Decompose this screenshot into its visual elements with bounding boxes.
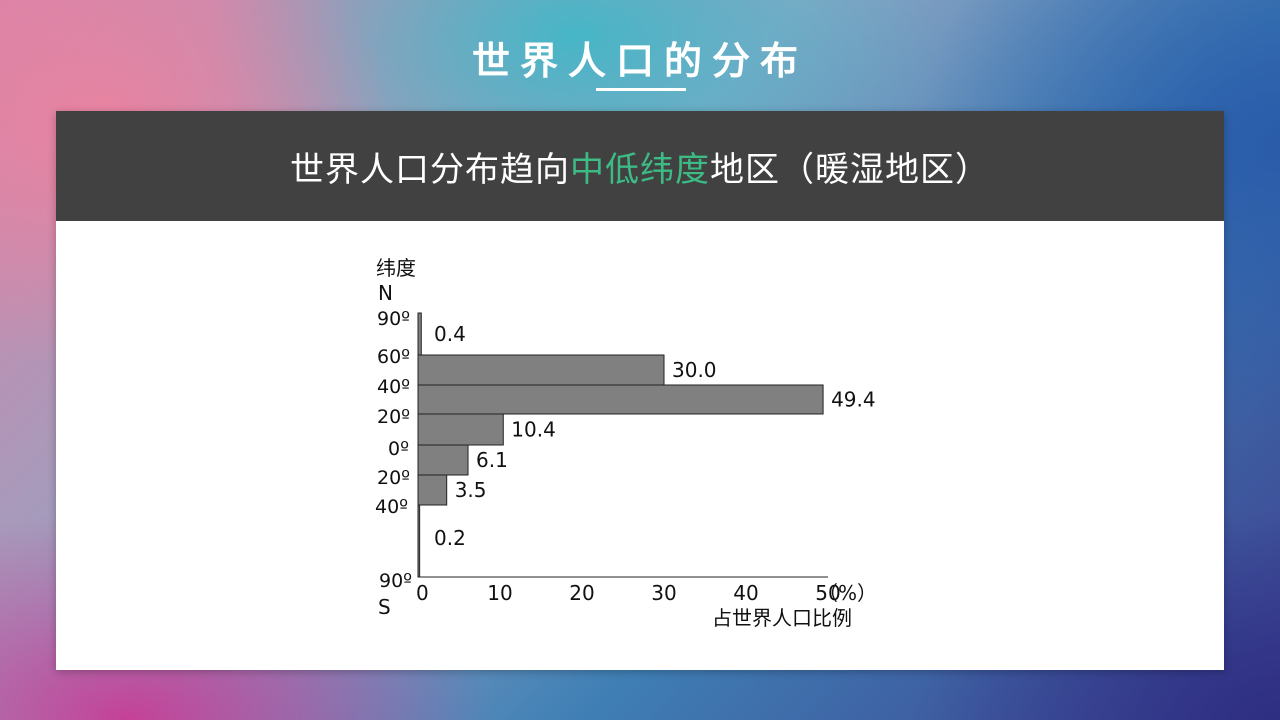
bar-value-label-0: 0.4 <box>434 322 466 346</box>
title-underline <box>596 88 686 91</box>
x-axis-label: 占世界人口比例 <box>712 606 852 630</box>
y-tick-label-3: 20º <box>377 406 410 428</box>
x-tick-label-0: 0 <box>416 581 429 605</box>
y-tick-label-6: 40º <box>375 496 408 518</box>
bar-5 <box>417 474 448 506</box>
bar-3 <box>417 413 504 446</box>
x-tick-label-3: 30 <box>651 581 676 605</box>
y-axis-label: 纬度 <box>376 256 416 280</box>
bar-1 <box>417 354 665 386</box>
bar-4 <box>417 444 469 476</box>
x-tick-label-2: 20 <box>569 581 594 605</box>
header-text-before: 世界人口分布趋向 <box>290 149 570 190</box>
bar-value-label-3: 10.4 <box>511 418 556 442</box>
y-tick-label-1: 60º <box>377 346 410 368</box>
y-axis-label-south: S <box>378 595 391 619</box>
x-tick-label-1: 10 <box>487 581 512 605</box>
x-axis-unit: （%） <box>818 581 877 605</box>
bar-value-label-5: 3.5 <box>455 478 487 502</box>
card-header: 世界人口分布趋向 中低纬度 地区（暖湿地区） <box>56 111 1224 221</box>
bar-value-label-4: 6.1 <box>476 448 508 472</box>
bar-value-label-6: 0.2 <box>434 526 466 550</box>
y-tick-label-7: 90º <box>379 570 412 592</box>
header-text-accent: 中低纬度 <box>570 149 710 190</box>
x-tick-label-5: 50 <box>815 581 840 605</box>
header-text-after: 地区（暖湿地区） <box>710 149 990 190</box>
bar-value-label-2: 49.4 <box>831 388 876 412</box>
y-tick-label-0: 90º <box>377 308 410 330</box>
slide-title: 世界人口的分布 <box>471 39 808 83</box>
y-tick-label-4: 0º <box>388 438 409 460</box>
x-tick-label-4: 40 <box>733 581 758 605</box>
bar-value-label-1: 30.0 <box>672 358 717 382</box>
bar-2 <box>417 384 824 415</box>
y-axis-label-north: N <box>378 281 393 305</box>
y-tick-label-5: 20º <box>377 467 410 489</box>
y-tick-label-2: 40º <box>377 376 410 398</box>
